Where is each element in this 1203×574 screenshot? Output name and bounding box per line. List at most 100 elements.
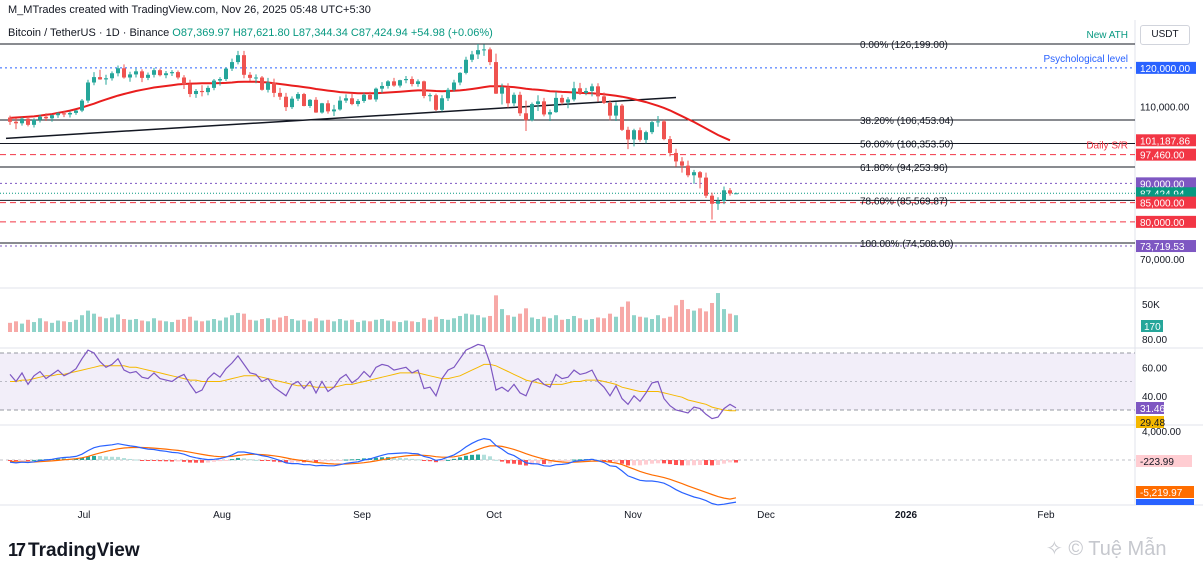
volume-bar — [266, 318, 270, 332]
volume-bar — [92, 313, 96, 332]
volume-bar — [428, 319, 432, 332]
volume-bar — [620, 306, 624, 332]
volume-bar — [518, 313, 522, 332]
candle-body — [38, 116, 42, 120]
macd-tick: 4,000.00 — [1142, 427, 1181, 438]
price-label-box — [1136, 177, 1196, 190]
macd-histogram-bar — [680, 460, 684, 466]
price-label-box — [1136, 215, 1196, 228]
fib-level-label: 78.60% (85,569.87) — [860, 196, 948, 207]
macd-histogram-bar — [92, 455, 96, 460]
candle-body — [164, 73, 168, 76]
volume-bar — [578, 318, 582, 332]
candle-body — [644, 132, 648, 140]
candle-body — [110, 73, 114, 79]
volume-bar — [56, 320, 60, 332]
volume-bar — [104, 318, 108, 332]
macd-histogram-bar — [122, 458, 126, 460]
candle-body — [14, 121, 18, 124]
candle-body — [476, 50, 480, 55]
candle-body — [356, 100, 360, 105]
macd-histogram-bar — [662, 460, 666, 464]
candle-body — [656, 121, 660, 123]
price-label-text: 101,187.86 — [1140, 136, 1190, 147]
macd-histogram-bar — [650, 460, 654, 464]
macd-histogram-bar — [500, 460, 504, 462]
volume-bar — [416, 322, 420, 332]
macd-histogram-bar — [104, 456, 108, 460]
trendline — [5, 96, 677, 140]
volume-bar — [236, 312, 240, 332]
macd-histogram-bar — [110, 456, 114, 460]
macd-histogram-bar — [362, 458, 366, 460]
candle-body — [8, 117, 12, 122]
volume-bar — [212, 319, 216, 332]
macd-histogram-bar — [404, 458, 408, 460]
candle-body — [218, 79, 222, 81]
candle-body — [44, 116, 48, 119]
candle-body — [20, 118, 24, 124]
volume-bar — [176, 319, 180, 332]
macd-histogram-bar — [716, 460, 720, 466]
macd-histogram-bar — [728, 460, 732, 463]
fib-level-label: 100.00% (74,508.00) — [860, 239, 953, 250]
fib-level-label: 50.00% (100,353.50) — [860, 140, 953, 151]
macd-histogram-bar — [542, 460, 546, 465]
symbol-name[interactable]: Bitcoin / TetherUS · 1D · Binance — [8, 27, 170, 39]
macd-histogram-bar — [194, 460, 198, 463]
candle-body — [146, 74, 150, 78]
volume-bar — [410, 321, 414, 332]
volume-bar — [686, 309, 690, 332]
time-tick: Aug — [213, 510, 231, 521]
volume-bar — [476, 315, 480, 332]
volume-bar — [368, 321, 372, 332]
candle-body — [662, 121, 666, 140]
macd-histogram-bar — [632, 460, 636, 466]
rsi-last-label: 31.46 — [1140, 404, 1165, 415]
fib-level-label: 61.80% (94,253.96) — [860, 163, 948, 174]
candle-body — [500, 87, 504, 94]
watermark: ✧ © Tuệ Mẫn — [1046, 536, 1166, 561]
price-label-text: 90,000.00 — [1140, 179, 1185, 190]
macd-histogram-bar — [200, 460, 204, 463]
volume-bar — [554, 315, 558, 332]
legend-high: H87,621.80 — [232, 27, 290, 39]
volume-bar — [98, 316, 102, 332]
candle-body — [314, 99, 318, 113]
candle-body — [308, 99, 312, 106]
brand-name: TradingView — [28, 540, 140, 561]
candle-body — [368, 94, 372, 100]
macd-histogram-bar — [638, 460, 642, 466]
volume-bar — [272, 319, 276, 332]
macd-histogram-bar — [452, 458, 456, 460]
candle-body — [332, 109, 336, 112]
volume-bar — [200, 321, 204, 332]
price-tick: 110,000.00 — [1140, 102, 1190, 113]
candle-body — [176, 72, 180, 78]
volume-bar — [326, 319, 330, 332]
volume-bar — [62, 321, 66, 332]
price-label-text: 85,000.00 — [1140, 199, 1185, 210]
macd-histogram-bar — [536, 460, 540, 464]
candle-body — [572, 88, 576, 100]
macd-histogram-bar — [572, 459, 576, 461]
currency-button[interactable]: USDT — [1140, 25, 1190, 45]
volume-bar — [206, 320, 210, 332]
candle-body — [284, 96, 288, 108]
candle-body — [392, 81, 396, 86]
candle-body — [32, 119, 36, 125]
macd-histogram-bar — [236, 457, 240, 460]
volume-bar — [122, 319, 126, 332]
macd-signal-last-label: -5,219.97 — [1140, 488, 1183, 499]
candle-body — [86, 82, 90, 101]
volume-bar — [626, 301, 630, 332]
macd-hist-last-box — [1136, 455, 1192, 467]
candle-body — [266, 82, 270, 90]
symbol-legend: Bitcoin / TetherUS · 1D · Binance O87,36… — [8, 27, 493, 39]
volume-bar — [290, 319, 294, 332]
candle-body — [548, 112, 552, 115]
macd-histogram-bar — [8, 460, 12, 461]
candle-body — [626, 129, 630, 140]
